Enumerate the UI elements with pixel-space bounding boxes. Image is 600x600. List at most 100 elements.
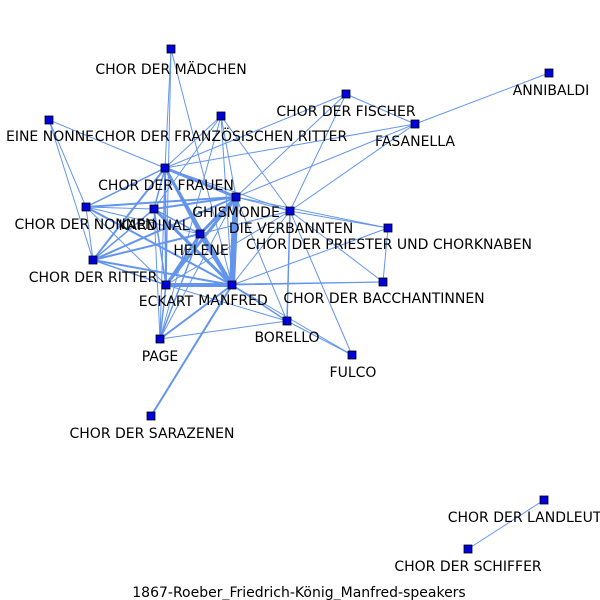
- node-borello[interactable]: [282, 316, 292, 326]
- edge-ghismonde-eckart: [164, 195, 238, 287]
- node-chor-der-franzoesischen-ritter[interactable]: [216, 111, 226, 121]
- edge-chor-der-nonnen-chor-der-ritter: [85, 206, 94, 261]
- edge-chor-der-franzoesischen-ritter-page: [159, 115, 222, 340]
- edge-fasanella-chor-der-fischer: [345, 93, 416, 125]
- edge-helene-kardinal: [153, 208, 201, 235]
- label-chor-der-frauen: CHOR DER FRAUEN: [98, 178, 234, 194]
- edge-die-verbannten-chor-der-fischer: [289, 93, 347, 212]
- edge-chor-der-priester-ghismonde: [235, 196, 389, 229]
- edge-manfred-fulco: [231, 284, 353, 356]
- label-fasanella: FASANELLA: [375, 134, 455, 150]
- node-chor-der-nonnen[interactable]: [81, 202, 91, 212]
- node-chor-der-landleute[interactable]: [539, 495, 549, 505]
- edge-chor-der-frauen-chor-der-franzoesischen-ritter: [164, 115, 222, 169]
- node-chor-der-ritter[interactable]: [88, 255, 98, 265]
- node-eckart[interactable]: [161, 280, 171, 290]
- edge-helene-die-verbannten: [199, 210, 291, 235]
- edge-fasanella-annibaldi: [414, 72, 550, 125]
- label-chor-der-priester: CHOR DER PRIESTER UND CHORKNABEN: [246, 237, 532, 253]
- edge-manfred-chor-der-nonnen: [85, 206, 233, 286]
- edge-fasanella-chor-der-frauen: [164, 123, 416, 169]
- label-chor-der-franzoesischen-ritter: CHOR DER FRANZÖSISCHEN RITTER: [95, 127, 348, 145]
- edge-kardinal-page: [153, 208, 161, 340]
- edge-die-verbannten-chor-der-franzoesischen-ritter: [220, 115, 291, 212]
- edge-chor-der-fischer-chor-der-frauen: [164, 93, 347, 169]
- label-chor-der-nonnen: CHOR DER NONNEN: [14, 217, 155, 233]
- edge-eckart-borello: [165, 284, 288, 322]
- label-layer: CHOR DER MÄDCHEN ANNIBALDI CHOR DER FISCHE…: [6, 60, 600, 575]
- edge-chor-der-landleute-chor-der-schiffer: [467, 499, 545, 550]
- edge-kardinal-chor-der-ritter: [92, 208, 155, 261]
- node-chor-der-fischer[interactable]: [341, 89, 351, 99]
- node-helene[interactable]: [195, 229, 205, 239]
- edge-die-verbannten-borello: [286, 210, 291, 322]
- edge-eine-nonne-chor-der-frauen: [48, 119, 166, 169]
- node-layer: [44, 44, 554, 554]
- node-fulco[interactable]: [347, 350, 357, 360]
- edge-manfred-borello: [231, 284, 288, 322]
- node-chor-der-maedchen[interactable]: [166, 44, 176, 54]
- edge-ghismonde-chor-der-ritter: [92, 196, 237, 261]
- edge-ghismonde-borello: [235, 196, 288, 322]
- label-page: PAGE: [142, 349, 179, 365]
- label-chor-der-maedchen: CHOR DER MÄDCHEN: [95, 60, 246, 78]
- edge-chor-der-nonnen-eine-nonne: [48, 119, 87, 208]
- edge-eckart-page: [159, 284, 167, 340]
- edge-borello-page: [159, 320, 288, 340]
- edge-manfred-page: [159, 284, 233, 340]
- edge-chor-der-frauen-chor-der-maedchen: [164, 48, 172, 169]
- edge-ghismonde-chor-der-frauen: [163, 166, 238, 199]
- edge-manfred-chor-der-ritter: [92, 259, 233, 286]
- edge-die-verbannten-chor-der-bacchantinnen: [289, 210, 384, 283]
- node-chor-der-frauen[interactable]: [160, 163, 170, 173]
- edge-manfred-chor-der-maedchen: [170, 48, 233, 286]
- edge-eckart-chor-der-ritter: [92, 259, 167, 286]
- label-manfred: MANFRED: [198, 293, 268, 309]
- node-chor-der-sarazenen[interactable]: [146, 411, 156, 421]
- edge-eckart-die-verbannten: [165, 210, 291, 286]
- label-chor-der-schiffer: CHOR DER SCHIFFER: [394, 559, 542, 575]
- edge-chor-der-priester-chor-der-bacchantinnen: [382, 227, 389, 283]
- label-helene: HELENE: [173, 243, 228, 259]
- edge-page-chor-der-frauen: [159, 167, 166, 340]
- edge-chor-der-frauen-chor-der-nonnen: [85, 167, 166, 208]
- node-chor-der-schiffer[interactable]: [463, 544, 473, 554]
- node-annibaldi[interactable]: [544, 68, 554, 78]
- node-chor-der-priester[interactable]: [383, 223, 393, 233]
- edge-chor-der-nonnen-helene: [85, 206, 201, 235]
- edge-eckart-chor-der-frauen: [164, 167, 167, 286]
- edge-chor-der-franzoesischen-ritter-kardinal: [153, 115, 222, 210]
- edge-die-verbannten-fasanella: [289, 123, 416, 212]
- edge-eine-nonne-chor-der-ritter: [48, 119, 94, 261]
- label-die-verbannten: DIE VERBANNTEN: [229, 221, 353, 237]
- edge-chor-der-nonnen-kardinal: [85, 206, 155, 210]
- node-kardinal[interactable]: [149, 204, 159, 214]
- edge-eckart-kardinal: [153, 208, 167, 286]
- edge-layer: [48, 48, 550, 550]
- edge-chor-der-frauen-chor-der-ritter: [92, 167, 166, 261]
- edge-helene-page: [159, 233, 201, 340]
- node-chor-der-bacchantinnen[interactable]: [378, 277, 388, 287]
- node-eine-nonne[interactable]: [44, 115, 54, 125]
- label-ghismonde: GHISMONDE: [192, 205, 280, 221]
- node-die-verbannten[interactable]: [285, 206, 295, 216]
- node-ghismonde[interactable]: [231, 192, 241, 202]
- node-page[interactable]: [155, 334, 165, 344]
- edge-helene-eckart: [164, 232, 202, 287]
- node-manfred[interactable]: [227, 280, 237, 290]
- label-chor-der-fischer: CHOR DER FISCHER: [276, 104, 416, 120]
- label-annibaldi: ANNIBALDI: [513, 83, 590, 99]
- label-chor-der-bacchantinnen: CHOR DER BACCHANTINNEN: [283, 291, 484, 307]
- edge-ghismonde-fasanella: [235, 123, 416, 198]
- edge-chor-der-bacchantinnen-eckart: [165, 281, 384, 286]
- edge-ghismonde-chor-der-nonnen: [85, 196, 237, 208]
- edge-manfred-chor-der-sarazenen: [150, 284, 233, 417]
- edge-manfred-die-verbannten: [231, 210, 291, 286]
- edge-helene-chor-der-frauen: [164, 167, 201, 235]
- node-fasanella[interactable]: [410, 119, 420, 129]
- graph-caption: 1867-Roeber_Friedrich-König_Manfred-spea…: [132, 585, 465, 600]
- label-eine-nonne: EINE NONNE: [6, 129, 94, 145]
- label-chor-der-sarazenen: CHOR DER SARAZENEN: [70, 426, 235, 442]
- edge-helene-chor-der-ritter: [92, 233, 201, 261]
